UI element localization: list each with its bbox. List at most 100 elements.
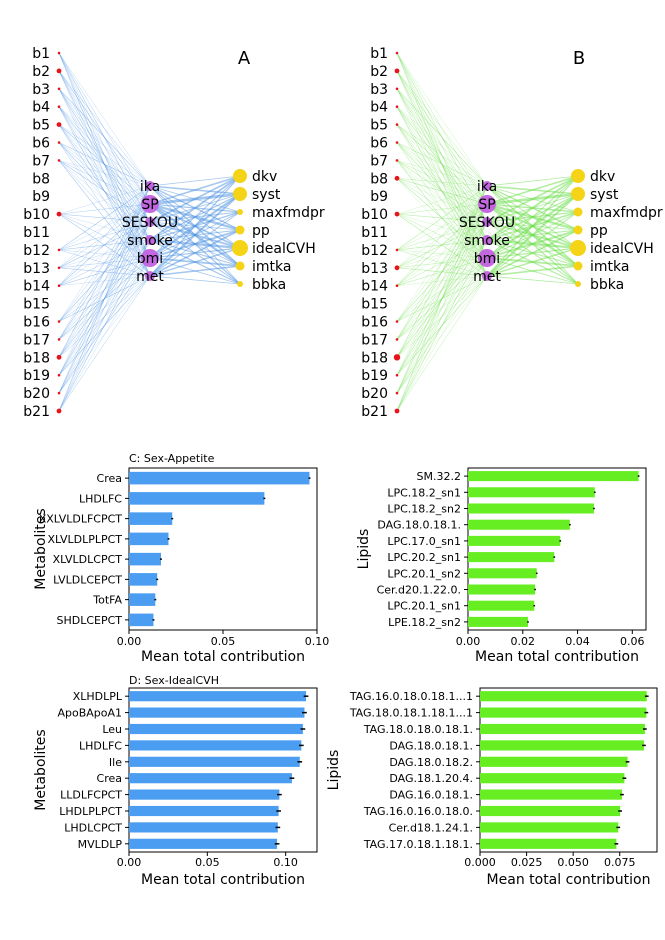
edge-left-mid <box>396 124 488 205</box>
edge-left-mid <box>396 213 488 277</box>
edge-left-mid <box>396 70 488 241</box>
left-node-label: b18 <box>23 350 50 366</box>
edge-mid-right <box>486 175 579 205</box>
edge-mid-right <box>149 175 241 259</box>
right-node-label: pp <box>252 223 270 239</box>
mid-node-label: SESKOU <box>122 215 178 231</box>
category-label: TAG.18.0.18.1.18.1...1 <box>349 707 473 720</box>
edge-left-mid <box>58 185 151 215</box>
left-node-label: b21 <box>23 404 50 420</box>
right-node-label: maxfmdpr <box>252 205 325 221</box>
left-node-dot <box>57 320 61 323</box>
left-node-dot <box>394 408 400 414</box>
right-node-dot <box>571 187 585 201</box>
edge-left-mid <box>58 239 151 340</box>
edge-mid-right <box>486 175 579 241</box>
edge-left-mid <box>58 221 151 269</box>
left-node-label: b3 <box>32 82 50 98</box>
edge-left-mid <box>58 203 151 340</box>
x-tick-label: 0.04 <box>565 635 590 648</box>
left-node-dot <box>395 373 399 377</box>
edge-left-mid <box>58 142 151 205</box>
category-label: TAG.16.0.18.0.18.1...1 <box>349 690 473 703</box>
mid-node-label: SESKOU <box>459 215 515 231</box>
edge-left-mid <box>396 185 488 340</box>
plot-frame <box>128 687 318 853</box>
left-node-label: b13 <box>361 261 388 277</box>
left-node-dot <box>395 51 399 55</box>
edge-mid-right <box>486 265 579 277</box>
edge-mid-right <box>486 175 579 187</box>
edge-left-mid <box>58 257 151 376</box>
edge-left-mid <box>58 142 151 259</box>
left-node-label: b2 <box>32 64 50 80</box>
edge-mid-right <box>486 211 579 277</box>
mid-node-dot <box>141 195 159 213</box>
edge-left-mid <box>396 203 488 251</box>
edge-left-mid <box>58 160 151 277</box>
category-label: XXLVLDLFCPCT <box>39 513 123 526</box>
edge-left-mid <box>396 52 488 223</box>
edge-left-mid <box>396 221 488 286</box>
category-label: XLVLDLPLPCT <box>47 533 122 546</box>
edge-left-mid <box>396 239 488 412</box>
left-node-label: b12 <box>361 243 388 259</box>
edge-left-mid <box>58 221 151 358</box>
edge-left-mid <box>396 160 488 223</box>
y-axis-label: Lipids <box>356 529 372 570</box>
x-tick-label: 0.06 <box>620 635 645 648</box>
left-node-label: b16 <box>361 315 388 331</box>
left-node-label: b14 <box>23 279 50 295</box>
edge-mid-right <box>149 275 241 285</box>
mid-node-label: SP <box>478 197 495 213</box>
category-label: LPC.17.0_sn1 <box>387 535 461 548</box>
left-node-dot <box>56 211 62 217</box>
edge-mid-right <box>486 229 579 277</box>
category-label: DAG.18.1.20.4. <box>389 772 473 785</box>
right-node-dot <box>573 207 583 217</box>
edge-left-mid <box>396 88 488 241</box>
edge-left-mid <box>58 106 151 241</box>
category-label: LLDLFCPCT <box>60 789 122 802</box>
category-label: LHDLCPCT <box>64 821 122 834</box>
bar <box>129 756 300 767</box>
edge-left-mid <box>396 257 488 394</box>
bar-chart-c-metabolites: Crea LHDLFC XXLVLDLFCPCT XLVLDLPLPCT XLVLDLC… <box>33 452 329 665</box>
bar <box>129 512 173 525</box>
mid-node-dot <box>145 217 155 227</box>
left-node-dot <box>395 391 399 395</box>
edge-left-mid <box>58 275 151 412</box>
left-node-dot <box>57 338 61 341</box>
left-node-dot <box>394 265 400 271</box>
right-node-label: dkv <box>252 169 277 185</box>
category-label: TAG.16.0.16.0.18.0. <box>363 805 473 818</box>
left-node-dot <box>57 373 61 377</box>
edge-left-mid <box>58 185 151 322</box>
left-node-label: b18 <box>361 350 388 366</box>
bar <box>129 552 161 566</box>
left-node-label: b20 <box>23 386 50 402</box>
left-node-label: b5 <box>32 118 50 134</box>
chart-title: D: Sex-IdealCVH <box>129 674 219 687</box>
edge-left-mid <box>396 257 488 358</box>
left-node-dot <box>56 68 62 74</box>
x-axis-label: Mean total contribution <box>141 872 305 888</box>
edge-left-mid <box>58 267 151 277</box>
edge-mid-right <box>486 275 579 285</box>
edge-mid-right <box>149 229 241 277</box>
edge-left-mid <box>58 52 151 187</box>
bar <box>480 789 622 800</box>
category-label: DAG.18.0.18.2. <box>389 756 473 769</box>
category-label: XLVLDLCPCT <box>53 553 123 566</box>
edge-left-mid <box>396 88 488 205</box>
edge-left-mid <box>396 142 488 259</box>
edge-left-mid <box>396 275 488 412</box>
bar <box>468 519 570 530</box>
left-node-dot <box>56 122 62 127</box>
left-node-label: b6 <box>370 136 388 152</box>
edge-left-mid <box>396 88 488 187</box>
bar <box>480 838 617 849</box>
edge-left-mid <box>396 185 488 251</box>
edge-left-mid <box>396 185 488 412</box>
right-node-label: pp <box>590 223 608 239</box>
